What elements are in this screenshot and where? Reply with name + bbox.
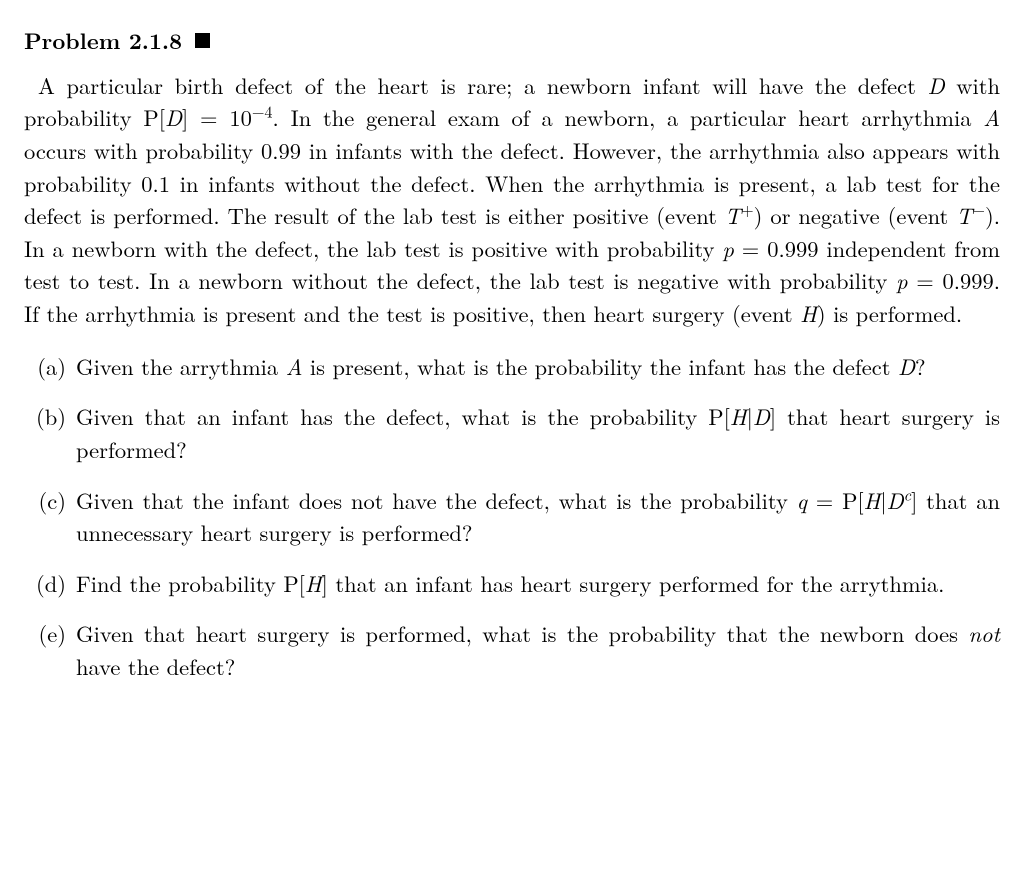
problem-number: Problem 2.1.8: [24, 24, 182, 56]
problem-part: (c) Given that the infant does not have …: [24, 484, 1000, 549]
problem-part: (b) Given that an infant has the defect,…: [24, 400, 1000, 465]
part-label: (b): [24, 400, 76, 465]
problem-parts: (a) Given the arrythmia A is present, wh…: [24, 350, 1000, 683]
part-body: Given the arrythmia A is present, what i…: [76, 350, 1000, 383]
part-body: Given that heart surgery is performed, w…: [76, 617, 1000, 682]
problem-part: (d) Find the probability P[H] that an in…: [24, 567, 1000, 600]
problem-part: (e) Given that heart surgery is performe…: [24, 617, 1000, 682]
part-label: (c): [24, 484, 76, 549]
problem-statement: A particular birth defect of the heart i…: [24, 69, 1000, 330]
problem-part: (a) Given the arrythmia A is present, wh…: [24, 350, 1000, 383]
part-body: Find the probability P[H] that an infant…: [76, 567, 1000, 600]
problem-header: Problem 2.1.8: [24, 24, 1000, 57]
solid-square-icon: [195, 33, 210, 48]
part-body: Given that the infant does not have the …: [76, 484, 1000, 549]
part-label: (d): [24, 567, 76, 600]
part-body: Given that an infant has the defect, wha…: [76, 400, 1000, 465]
part-label: (a): [24, 350, 76, 383]
part-label: (e): [24, 617, 76, 682]
